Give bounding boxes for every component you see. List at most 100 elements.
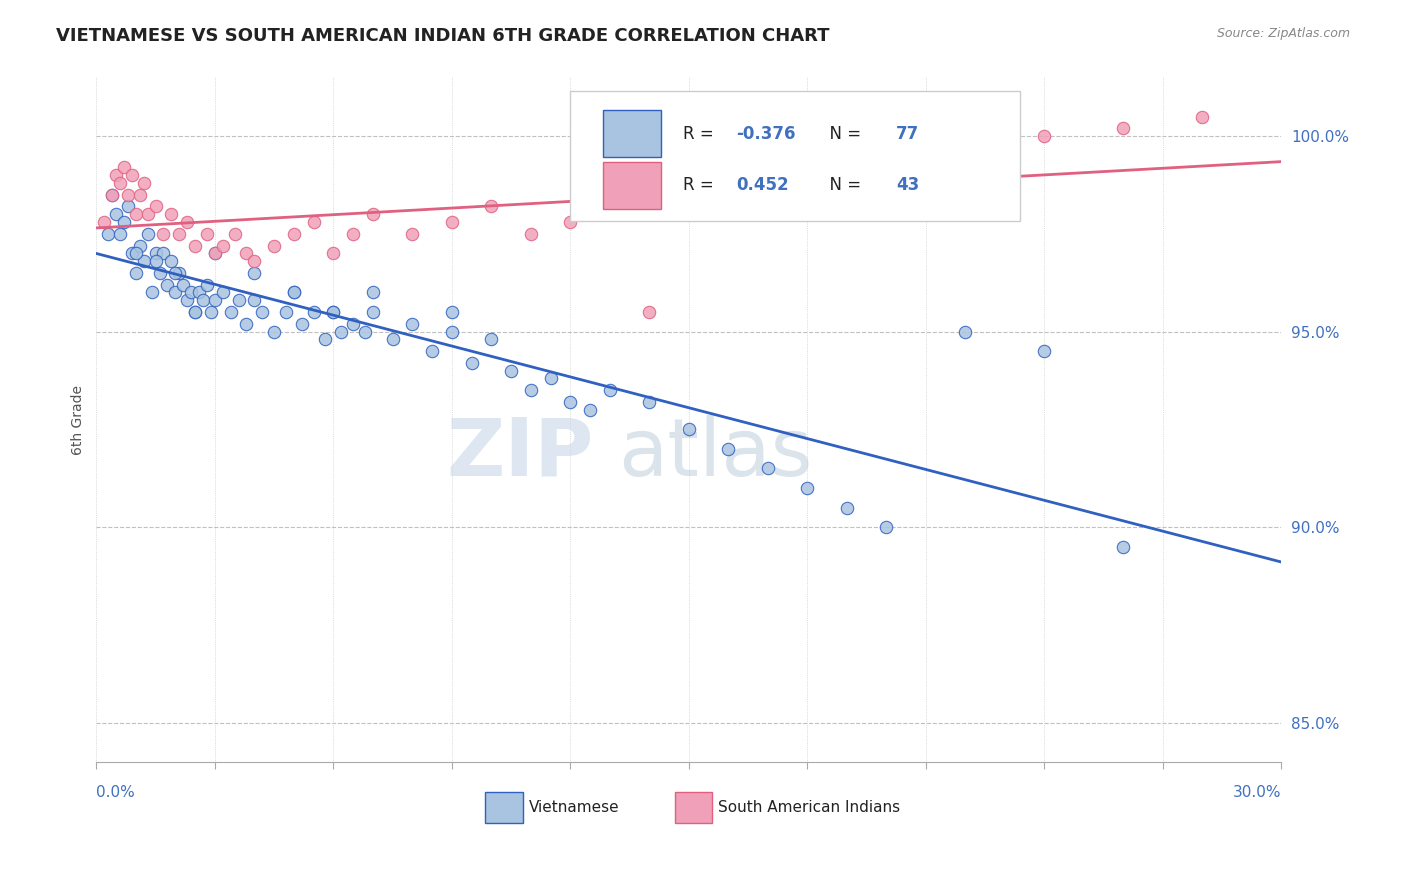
Text: -0.376: -0.376 [737, 125, 796, 143]
Point [121, 168, 143, 182]
Point [145, 254, 167, 268]
Point [145, 246, 167, 260]
Text: N =: N = [820, 125, 866, 143]
Point [875, 168, 897, 182]
Point [128, 187, 150, 202]
Point [440, 305, 463, 319]
Point [342, 317, 364, 331]
Point [263, 238, 285, 252]
Point [796, 481, 818, 495]
Point [342, 227, 364, 241]
Point [717, 207, 740, 221]
Point [314, 332, 336, 346]
Point [1191, 110, 1213, 124]
Point [263, 325, 285, 339]
Point [136, 227, 159, 241]
Point [176, 215, 198, 229]
Text: 0.0%: 0.0% [97, 785, 135, 800]
Text: 30.0%: 30.0% [1233, 785, 1281, 800]
Point [322, 305, 344, 319]
Text: South American Indians: South American Indians [718, 800, 900, 815]
Point [191, 293, 214, 308]
Point [204, 246, 226, 260]
Point [101, 187, 124, 202]
Point [401, 317, 423, 331]
Point [195, 227, 218, 241]
Point [136, 207, 159, 221]
Point [224, 227, 246, 241]
Point [953, 148, 976, 162]
Point [440, 325, 463, 339]
Point [361, 207, 384, 221]
Point [156, 277, 179, 292]
Point [302, 305, 325, 319]
Point [638, 305, 661, 319]
Point [599, 207, 621, 221]
Text: R =: R = [683, 125, 718, 143]
Point [540, 371, 562, 385]
Point [1112, 540, 1135, 554]
Point [112, 215, 135, 229]
Point [835, 500, 858, 515]
Point [125, 246, 148, 260]
Point [283, 285, 305, 300]
Point [228, 293, 250, 308]
Point [108, 227, 131, 241]
Point [460, 356, 482, 370]
Text: VIETNAMESE VS SOUTH AMERICAN INDIAN 6TH GRADE CORRELATION CHART: VIETNAMESE VS SOUTH AMERICAN INDIAN 6TH … [56, 27, 830, 45]
FancyBboxPatch shape [485, 792, 523, 823]
Point [678, 422, 700, 436]
Point [165, 266, 187, 280]
Point [132, 176, 155, 190]
Point [105, 207, 128, 221]
Point [180, 285, 202, 300]
FancyBboxPatch shape [675, 792, 713, 823]
Point [200, 305, 222, 319]
Point [243, 293, 266, 308]
Text: Vietnamese: Vietnamese [529, 800, 620, 815]
Point [176, 293, 198, 308]
FancyBboxPatch shape [603, 111, 661, 158]
Point [796, 187, 818, 202]
Point [381, 332, 404, 346]
Y-axis label: 6th Grade: 6th Grade [72, 384, 86, 455]
Point [148, 266, 170, 280]
Point [169, 266, 191, 280]
Text: ZIP: ZIP [447, 415, 593, 492]
Point [97, 227, 120, 241]
Point [243, 266, 266, 280]
Point [235, 246, 257, 260]
Point [440, 215, 463, 229]
Point [479, 199, 502, 213]
Point [152, 227, 174, 241]
Point [250, 305, 273, 319]
Point [204, 293, 226, 308]
Point [112, 161, 135, 175]
Point [211, 238, 233, 252]
Point [322, 305, 344, 319]
Text: Source: ZipAtlas.com: Source: ZipAtlas.com [1216, 27, 1350, 40]
Point [499, 364, 522, 378]
Point [204, 246, 226, 260]
Point [165, 285, 187, 300]
Point [93, 215, 115, 229]
Point [184, 305, 207, 319]
Point [401, 227, 423, 241]
Text: R =: R = [683, 176, 718, 194]
Point [354, 325, 377, 339]
Point [195, 277, 218, 292]
Point [875, 520, 897, 534]
Point [188, 285, 211, 300]
Point [169, 227, 191, 241]
Point [479, 332, 502, 346]
Point [243, 254, 266, 268]
FancyBboxPatch shape [603, 161, 661, 209]
Point [420, 344, 443, 359]
Point [560, 215, 582, 229]
Text: 43: 43 [896, 176, 920, 194]
Point [125, 266, 148, 280]
Point [361, 305, 384, 319]
Point [235, 317, 257, 331]
Point [519, 383, 541, 397]
Point [152, 246, 174, 260]
